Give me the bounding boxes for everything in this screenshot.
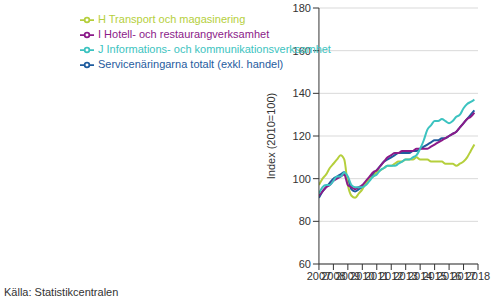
svg-text:160: 160 bbox=[293, 45, 311, 57]
svg-text:80: 80 bbox=[299, 215, 311, 227]
svg-text:140: 140 bbox=[293, 87, 311, 99]
svg-text:100: 100 bbox=[293, 173, 311, 185]
svg-text:60: 60 bbox=[299, 258, 311, 270]
svg-text:120: 120 bbox=[293, 130, 311, 142]
svg-text:2018: 2018 bbox=[466, 270, 485, 282]
svg-text:180: 180 bbox=[293, 2, 311, 14]
svg-text:Index (2010=100): Index (2010=100) bbox=[265, 93, 277, 180]
